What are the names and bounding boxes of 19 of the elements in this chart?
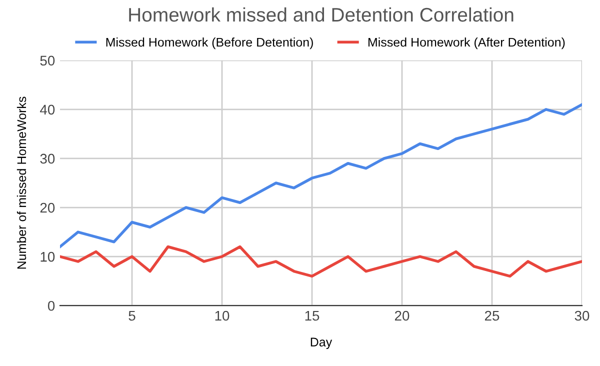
chart-title: Homework missed and Detention Correlation (129, 7, 514, 22)
legend-label: Missed Homework (Before Detention) (106, 37, 313, 50)
x-tick-label: 20 (394, 310, 410, 321)
line-series (60, 245, 582, 278)
legend-label: Missed Homework (After Detention) (368, 37, 565, 50)
x-tick-label: 30 (574, 310, 590, 321)
y-tick-label: 20 (40, 202, 55, 213)
y-tick-label: 30 (40, 154, 55, 164)
x-tick-label: 5 (128, 310, 136, 321)
y-tick-label: 50 (40, 56, 55, 66)
y-tick-label: 0 (48, 300, 55, 311)
line-series (60, 103, 582, 248)
y-tick-label: 10 (40, 252, 55, 262)
x-tick-label: 25 (484, 310, 500, 321)
y-axis-title: Number of missed HomeWorks (16, 96, 26, 269)
x-tick-label: 10 (215, 310, 230, 321)
y-tick-label: 40 (40, 104, 55, 115)
x-tick-label: 15 (305, 310, 320, 321)
x-axis-title: Day (310, 338, 332, 349)
